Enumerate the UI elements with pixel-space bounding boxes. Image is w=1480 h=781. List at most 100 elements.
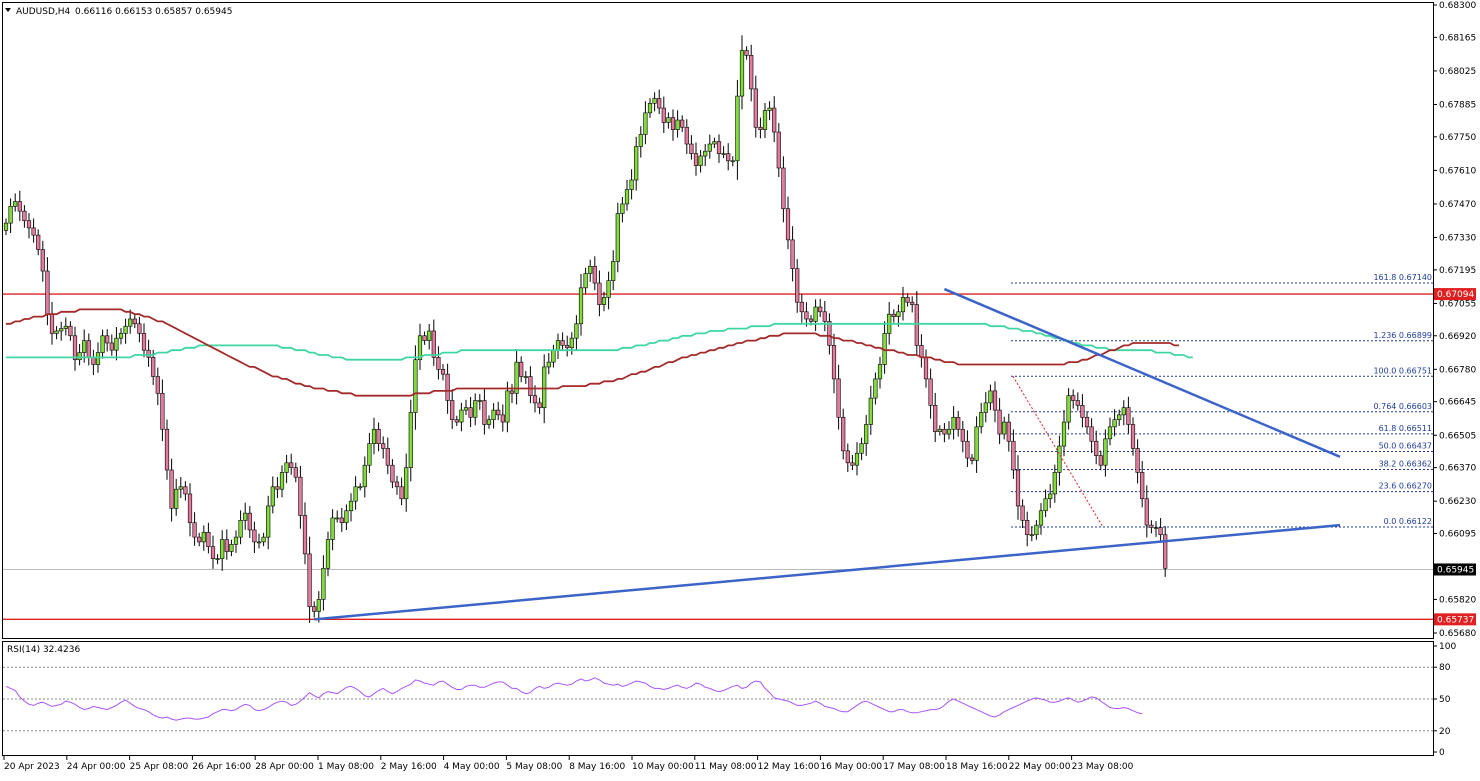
bear-candle bbox=[381, 436, 386, 459]
bear-candle bbox=[689, 135, 694, 160]
price-tick-label: 0.67470 bbox=[1439, 200, 1476, 210]
candle-body bbox=[312, 606, 317, 612]
bear-candle bbox=[1080, 394, 1085, 428]
candle-body bbox=[620, 203, 625, 214]
bull-candle bbox=[404, 453, 409, 512]
candle-body bbox=[698, 155, 703, 166]
bull-candle bbox=[505, 381, 510, 433]
candle-body bbox=[45, 270, 50, 315]
bull-candle bbox=[1029, 526, 1034, 542]
candle-body bbox=[841, 416, 846, 452]
bear-candle bbox=[91, 349, 96, 375]
bear-candle bbox=[1006, 413, 1011, 452]
candle-body bbox=[109, 342, 114, 351]
candle-body bbox=[224, 539, 229, 552]
bear-candle bbox=[1094, 430, 1099, 465]
bear-candle bbox=[960, 420, 965, 453]
candle-body bbox=[1089, 426, 1094, 442]
candle-body bbox=[238, 520, 243, 538]
bull-candle bbox=[215, 554, 220, 565]
candle-body bbox=[330, 517, 335, 540]
fib-level-label: 50.0 0.66437 bbox=[1379, 442, 1432, 451]
candle-body bbox=[206, 532, 211, 548]
bull-candle bbox=[1057, 435, 1062, 486]
candle-body bbox=[394, 481, 400, 488]
candle-body bbox=[233, 536, 239, 545]
bear-candle bbox=[431, 319, 436, 366]
candle-body bbox=[422, 335, 427, 341]
price-tick-label: 0.66230 bbox=[1439, 497, 1476, 507]
rsi-scale-label: 20 bbox=[1439, 727, 1451, 737]
candle-body bbox=[178, 486, 183, 490]
candle-body bbox=[670, 117, 676, 130]
candle-body bbox=[243, 512, 248, 521]
candle-body bbox=[1153, 527, 1159, 529]
candle-body bbox=[1130, 424, 1136, 449]
bull-candle bbox=[854, 442, 860, 476]
dropdown-triangle-icon[interactable] bbox=[5, 8, 11, 12]
bull-candle bbox=[316, 591, 321, 623]
bear-candle bbox=[891, 309, 896, 323]
bull-candle bbox=[256, 533, 262, 549]
bear-candle bbox=[298, 465, 303, 529]
candle-body bbox=[266, 505, 271, 538]
price-tick-label: 0.66505 bbox=[1439, 431, 1476, 441]
candle-body bbox=[431, 330, 436, 358]
candle-body bbox=[951, 416, 956, 430]
candle-body bbox=[758, 126, 763, 130]
bear-candle bbox=[597, 270, 602, 317]
bull-candle bbox=[620, 196, 625, 223]
rsi-header: RSI(14) 32.4236 bbox=[7, 645, 80, 655]
candle-body bbox=[979, 412, 984, 428]
bull-candle bbox=[762, 103, 768, 139]
bull-candle bbox=[873, 372, 878, 405]
bear-candle bbox=[997, 398, 1002, 445]
rsi-pane-border bbox=[2, 641, 1434, 756]
bear-candle bbox=[155, 367, 160, 406]
candle-body bbox=[1057, 445, 1062, 473]
bull-candle bbox=[712, 137, 717, 148]
fibonacci-retracement[interactable]: 161.8 0.67140 1.236 0.66899 100.0 0.66751 0… bbox=[1011, 273, 1433, 528]
time-tick-label: 26 Apr 16:00 bbox=[192, 762, 251, 772]
bear-candle bbox=[169, 458, 174, 522]
bear-candle bbox=[592, 256, 597, 291]
time-tick-label: 10 May 00:00 bbox=[632, 762, 694, 772]
candle-body bbox=[72, 335, 78, 361]
bear-candle bbox=[22, 205, 27, 228]
candle-body bbox=[197, 536, 202, 543]
bear-candle bbox=[565, 335, 570, 357]
bear-candle bbox=[496, 401, 501, 421]
bull-candle bbox=[514, 349, 519, 405]
bear-candle bbox=[772, 96, 777, 143]
fib-level-label: 1.236 0.66899 bbox=[1373, 331, 1432, 340]
support-resistance-lines[interactable] bbox=[3, 293, 1433, 621]
candle-body bbox=[3, 222, 9, 231]
bear-candle bbox=[293, 462, 298, 483]
bull-candle bbox=[321, 555, 326, 611]
bull-candle bbox=[937, 425, 942, 436]
candle-body bbox=[450, 400, 455, 420]
candle-body bbox=[348, 500, 354, 512]
bear-candle bbox=[1158, 518, 1163, 543]
candle-body bbox=[588, 265, 593, 274]
bear-candle bbox=[670, 109, 676, 141]
time-tick-label: 28 Apr 00:00 bbox=[255, 762, 314, 772]
bear-candle bbox=[992, 381, 998, 423]
bear-candle bbox=[302, 502, 308, 565]
candle-body bbox=[1043, 498, 1048, 512]
bear-candle bbox=[1098, 450, 1103, 471]
candle-body bbox=[1084, 416, 1090, 428]
time-tick-label: 11 May 08:00 bbox=[695, 762, 757, 772]
bull-candle bbox=[417, 323, 423, 370]
candle-body bbox=[31, 227, 36, 236]
bear-candle bbox=[744, 46, 749, 60]
bear-candle bbox=[537, 397, 542, 414]
candle-body bbox=[468, 407, 473, 418]
trendlines[interactable] bbox=[314, 287, 1341, 621]
bull-candle bbox=[491, 403, 496, 429]
candle-body bbox=[22, 210, 27, 222]
candle-body bbox=[735, 95, 740, 162]
bull-candle bbox=[1066, 388, 1071, 430]
